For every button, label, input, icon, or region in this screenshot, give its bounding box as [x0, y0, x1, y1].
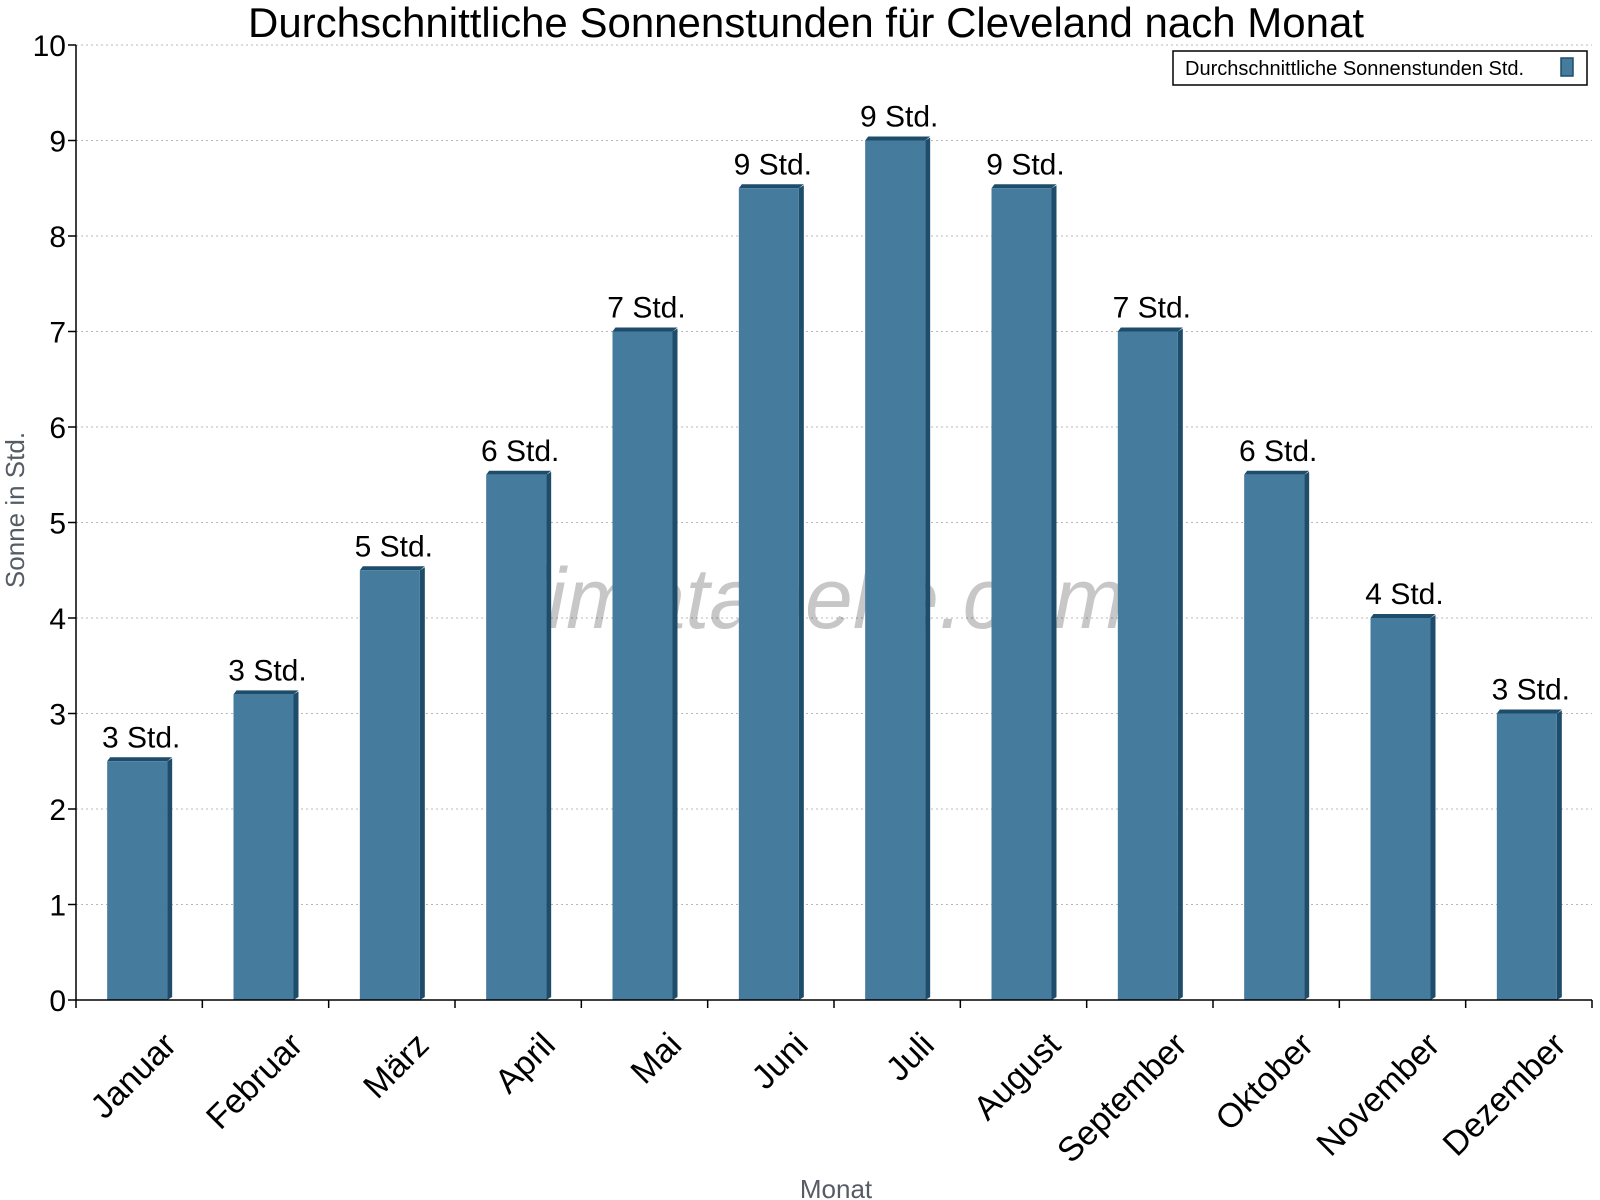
bar-group: 3 Std.: [228, 654, 307, 1000]
bar-group: 7 Std.: [607, 292, 686, 1000]
data-label: 3 Std.: [102, 721, 180, 754]
bar-top: [1244, 470, 1310, 475]
x-tick-label: Juni: [744, 1026, 815, 1097]
bar-side: [167, 758, 173, 1000]
y-axis-label: Sonne in Std.: [0, 432, 30, 588]
x-tick-label: November: [1309, 1026, 1447, 1164]
y-tick-label: 4: [49, 603, 66, 636]
y-tick-label: 1: [49, 890, 66, 923]
bar-group: 3 Std.: [102, 721, 180, 1000]
bar: [1496, 713, 1557, 1000]
legend-swatch: [1560, 57, 1574, 77]
bar-side: [672, 328, 678, 1000]
bar: [1244, 474, 1305, 1000]
bar-side: [546, 471, 552, 1000]
grid-lines: [76, 44, 1592, 905]
bar-top: [107, 757, 173, 762]
bar-side: [1051, 185, 1057, 1000]
bar-group: 3 Std.: [1492, 674, 1570, 1000]
data-label: 4 Std.: [1365, 578, 1443, 611]
data-label: 7 Std.: [1113, 292, 1191, 325]
y-tick-label: 6: [49, 412, 66, 445]
bar: [738, 188, 799, 1000]
bar-top: [991, 184, 1057, 189]
data-label: 3 Std.: [228, 654, 306, 687]
data-label: 7 Std.: [607, 292, 685, 325]
bar-top: [1370, 614, 1436, 618]
bar-side: [1177, 328, 1183, 1000]
bars: 3 Std. 3 Std. 5 Std. 6 Std. 7 Std. 9 Std. 9 St…: [102, 101, 1570, 1000]
y-axis-ticks: 0 1 2 3 4 5 6 7 8 9 10: [33, 30, 76, 1018]
bar-top: [865, 136, 931, 141]
bar-group: 9 Std.: [734, 148, 812, 1000]
legend: Durchschnittliche Sonnenstunden Std.: [1172, 50, 1588, 86]
legend-box: [1172, 50, 1588, 86]
x-tick-label: August: [966, 1025, 1068, 1127]
bar-side: [293, 691, 299, 1000]
x-tick-label: Januar: [83, 1026, 183, 1126]
legend-label: Durchschnittliche Sonnenstunden Std.: [1185, 58, 1524, 80]
bar-group: 6 Std.: [1239, 435, 1317, 1000]
bar-side: [419, 567, 425, 1000]
x-axis-label: Monat: [800, 1174, 873, 1200]
bar-group: 6 Std.: [481, 435, 559, 1000]
data-label: 9 Std.: [734, 148, 812, 181]
bar: [233, 694, 294, 1000]
bar: [865, 140, 926, 1000]
y-tick-label: 7: [49, 317, 66, 350]
bar-top: [1117, 327, 1183, 332]
bar-side: [798, 185, 804, 1000]
bar-top: [233, 690, 299, 695]
data-label: 9 Std.: [860, 101, 938, 134]
bar: [991, 188, 1052, 1000]
x-tick-label: Oktober: [1208, 1026, 1320, 1138]
bar-group: 5 Std.: [355, 530, 433, 1000]
bar: [486, 474, 547, 1000]
x-tick-label: Mai: [624, 1026, 690, 1092]
y-tick-label: 0: [49, 985, 66, 1018]
x-axis-ticks: Januar Februar März April Mai Juni Juli AugustS…: [75, 1000, 1593, 1170]
axes: [75, 45, 1592, 1001]
chart-title: Durchschnittliche Sonnenstunden für Clev…: [248, 0, 1364, 46]
bar-top: [486, 470, 552, 475]
y-tick-label: 3: [49, 699, 66, 732]
x-tick-label: September: [1050, 1026, 1194, 1170]
data-label: 6 Std.: [1239, 435, 1317, 468]
bar-side: [1556, 710, 1562, 1000]
bar-group: 4 Std.: [1365, 578, 1444, 1000]
bar-side: [1304, 471, 1310, 1000]
y-tick-label: 2: [49, 794, 66, 827]
bar-group: 9 Std.: [860, 101, 938, 1000]
y-tick-label: 8: [49, 221, 66, 254]
x-tick-label: Dezember: [1436, 1026, 1574, 1164]
x-tick-label: Juli: [879, 1026, 942, 1089]
bar-side: [1430, 615, 1436, 1000]
bar-top: [1496, 709, 1562, 714]
y-tick-label: 10: [33, 30, 66, 63]
data-label: 5 Std.: [355, 530, 433, 563]
bar-top: [359, 566, 425, 571]
bar: [359, 570, 420, 1000]
bar-top: [612, 327, 678, 332]
x-tick-label: März: [356, 1026, 436, 1106]
x-tick-label: April: [488, 1026, 563, 1101]
bar: [107, 761, 168, 1000]
y-tick-label: 5: [49, 508, 66, 541]
bar-group: 9 Std.: [986, 148, 1065, 1000]
data-label: 9 Std.: [986, 148, 1064, 181]
bar-top: [738, 184, 804, 189]
bar: [1117, 331, 1178, 1000]
x-tick-label: Februar: [199, 1026, 310, 1137]
bar-side: [925, 137, 931, 1000]
bar-group: 7 Std.: [1113, 292, 1191, 1000]
y-tick-label: 9: [49, 126, 66, 159]
data-label: 6 Std.: [481, 435, 559, 468]
bar: [1370, 618, 1431, 1000]
data-label: 3 Std.: [1492, 674, 1570, 707]
bar: [612, 331, 673, 1000]
